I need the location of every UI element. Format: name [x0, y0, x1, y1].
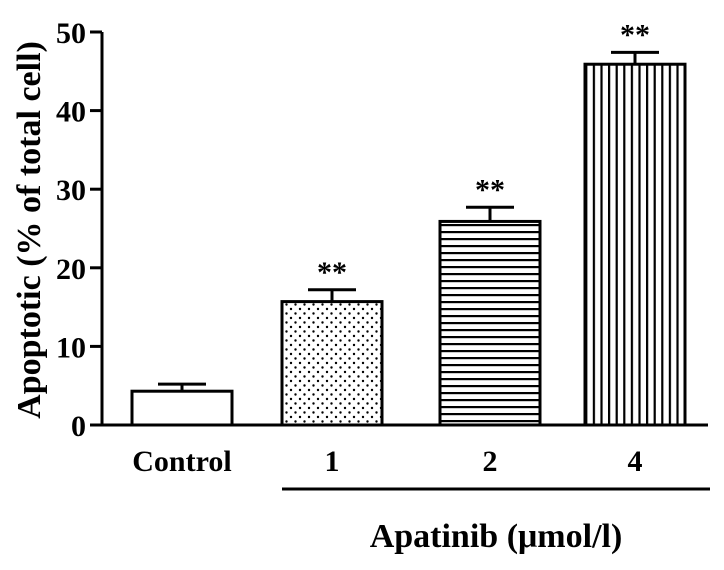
x-tick-label: 1: [325, 445, 340, 478]
bar: [438, 219, 542, 427]
significance-marker: **: [620, 18, 650, 51]
y-tick-label: 0: [71, 410, 86, 443]
y-tick-label: 40: [56, 96, 86, 129]
x-tick-label: 2: [483, 445, 498, 478]
bar: [280, 300, 384, 427]
significance-marker: **: [475, 173, 505, 206]
x-tick-label: Control: [132, 445, 231, 478]
bar: [130, 389, 234, 427]
y-tick-label: 10: [56, 331, 86, 364]
group-bracket-label: Apatinib (μmol/l): [370, 518, 623, 555]
significance-marker: **: [317, 256, 347, 289]
plot-area: 0 10 20 30 40 50 Control ** 1 ** 2 ** 4: [56, 17, 710, 491]
bar: [583, 62, 687, 427]
y-tick-label: 20: [56, 253, 86, 286]
y-tick-label: 50: [56, 17, 86, 50]
x-tick-label: 4: [628, 445, 643, 478]
y-axis-label: Apoptotic (% of total cell): [11, 41, 48, 419]
y-tick-label: 30: [56, 174, 86, 207]
